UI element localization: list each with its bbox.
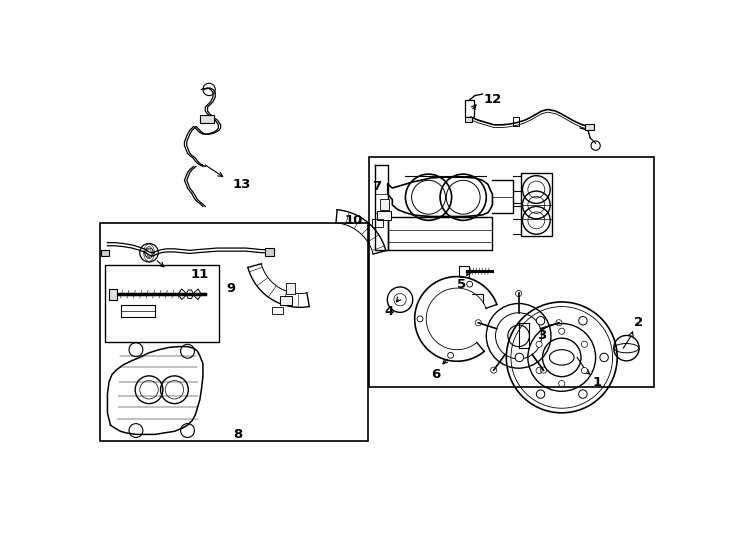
Circle shape (536, 367, 542, 374)
Bar (264, 248, 274, 256)
Circle shape (537, 316, 545, 325)
Bar (459, 266, 468, 276)
Text: 5: 5 (457, 278, 466, 291)
Circle shape (578, 390, 587, 399)
Circle shape (559, 328, 565, 334)
Bar (280, 296, 292, 305)
Bar (272, 307, 283, 314)
Circle shape (578, 316, 587, 325)
Bar (286, 284, 295, 294)
Bar (465, 117, 473, 122)
Bar (120, 305, 155, 318)
Circle shape (536, 341, 542, 347)
Text: 7: 7 (372, 180, 382, 193)
Text: 11: 11 (191, 268, 209, 281)
Bar (101, 249, 109, 256)
Circle shape (559, 381, 565, 387)
Bar (377, 211, 390, 220)
Text: 1: 1 (592, 375, 602, 389)
Text: 9: 9 (226, 281, 235, 295)
Circle shape (515, 353, 523, 362)
Circle shape (600, 353, 608, 362)
Bar (100, 224, 368, 441)
Bar (465, 100, 474, 117)
Bar (105, 265, 219, 342)
Circle shape (581, 367, 587, 374)
Bar (369, 157, 654, 387)
Text: 10: 10 (345, 214, 363, 227)
Circle shape (417, 316, 423, 322)
Text: 13: 13 (232, 178, 250, 191)
Text: 6: 6 (432, 368, 441, 381)
Circle shape (537, 390, 545, 399)
Bar (372, 219, 383, 226)
Text: 4: 4 (385, 305, 394, 318)
Circle shape (581, 341, 587, 347)
Text: 12: 12 (483, 93, 501, 106)
Text: 2: 2 (634, 316, 643, 329)
Bar (521, 173, 552, 236)
Bar (109, 289, 117, 300)
Bar (200, 115, 214, 123)
Bar (513, 117, 520, 126)
Bar (380, 199, 389, 210)
Circle shape (467, 281, 473, 287)
Bar (585, 124, 594, 130)
Text: 3: 3 (537, 329, 546, 342)
Circle shape (448, 353, 454, 358)
Text: 8: 8 (233, 428, 243, 441)
